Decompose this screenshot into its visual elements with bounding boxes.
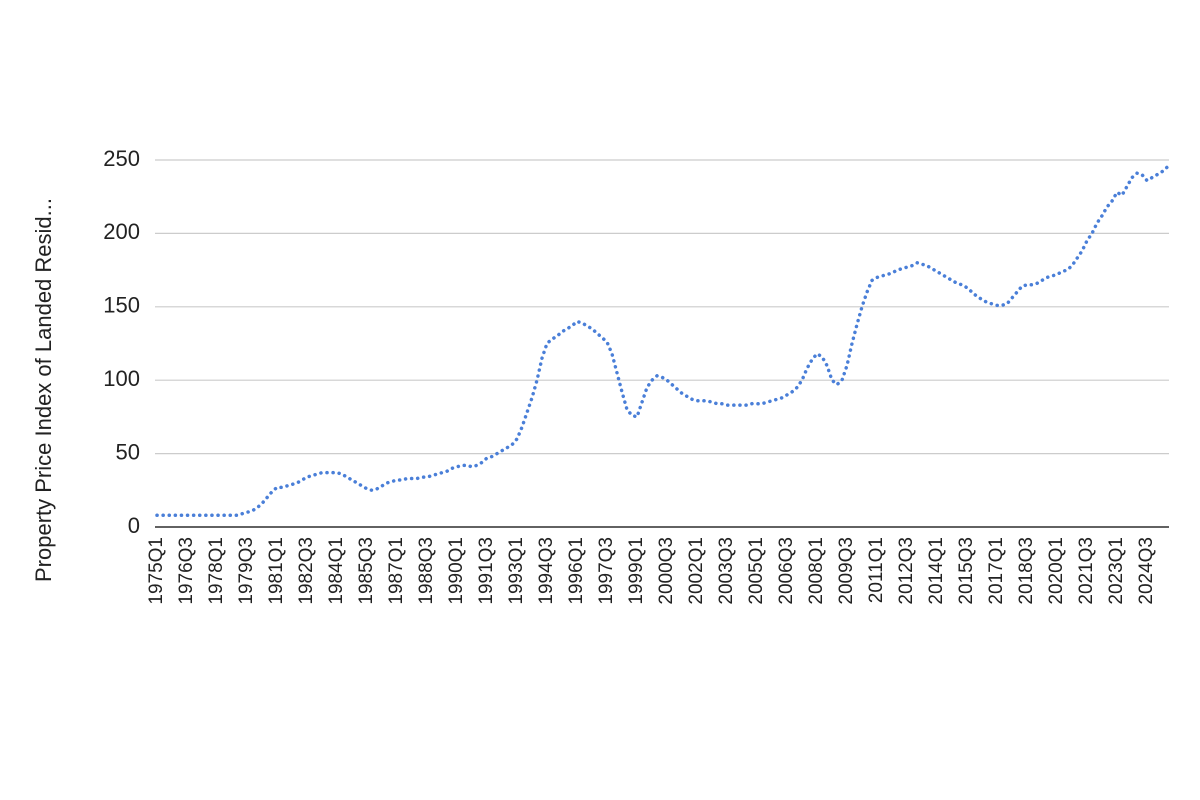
x-tick-label: 1979Q3 [236, 537, 257, 605]
y-tick-label: 200 [103, 219, 140, 244]
x-tick-label: 1996Q1 [566, 537, 587, 605]
x-tick-label: 1984Q1 [326, 537, 347, 605]
x-tick-label: 2009Q3 [836, 537, 857, 605]
x-tick-label: 2018Q3 [1016, 537, 1037, 605]
y-tick-label: 150 [103, 293, 140, 318]
x-tick-label: 1978Q1 [206, 537, 227, 605]
x-tick-label: 2003Q3 [716, 537, 737, 605]
y-tick-label: 100 [103, 366, 140, 391]
x-tick-label: 1993Q1 [506, 537, 527, 605]
y-tick-label: 50 [116, 439, 140, 464]
x-tick-label: 1976Q3 [176, 537, 197, 605]
x-tick-label: 1999Q1 [626, 537, 647, 605]
x-tick-label: 2024Q3 [1136, 537, 1157, 605]
x-tick-label: 2023Q1 [1106, 537, 1127, 605]
x-tick-label: 1994Q3 [536, 537, 557, 605]
x-tick-label: 1991Q3 [476, 537, 497, 605]
x-tick-label: 2002Q1 [686, 537, 707, 605]
data-line [155, 165, 1169, 518]
x-tick-label: 2017Q1 [986, 537, 1007, 605]
x-tick-label: 1990Q1 [446, 537, 467, 605]
y-tick-label: 0 [128, 513, 140, 538]
x-tick-label: 2008Q1 [806, 537, 827, 605]
x-tick-label: 1988Q3 [416, 537, 437, 605]
x-tick-label: 1981Q1 [266, 537, 287, 605]
x-tick-label: 1987Q1 [386, 537, 407, 605]
x-tick-label: 2000Q3 [656, 537, 677, 605]
x-tick-label: 2021Q3 [1076, 537, 1097, 605]
x-tick-label: 1997Q3 [596, 537, 617, 605]
x-tick-label: 2012Q3 [896, 537, 917, 605]
x-tick-label: 1982Q3 [296, 537, 317, 605]
x-tick-label: 2015Q3 [956, 537, 977, 605]
x-tick-label: 2005Q1 [746, 537, 767, 605]
x-tick-label: 2006Q3 [776, 537, 797, 605]
x-tick-label: 2014Q1 [926, 537, 947, 605]
y-axis-title: Property Price Index of Landed Resid... [31, 198, 56, 582]
x-tick-label: 2011Q1 [866, 537, 887, 603]
x-tick-label: 1985Q3 [356, 537, 377, 605]
y-tick-label: 250 [103, 146, 140, 171]
x-tick-label: 1975Q1 [146, 537, 167, 605]
x-tick-label: 2020Q1 [1046, 537, 1067, 605]
